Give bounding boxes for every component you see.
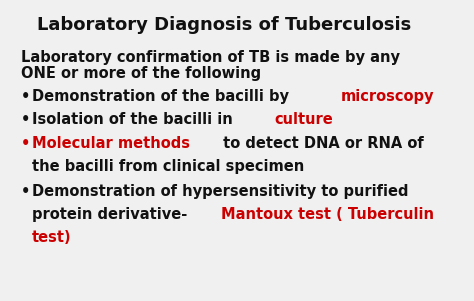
- Text: Laboratory Diagnosis of Tuberculosis: Laboratory Diagnosis of Tuberculosis: [37, 16, 411, 34]
- Text: •: •: [20, 89, 30, 104]
- Text: culture: culture: [274, 113, 333, 127]
- Text: Laboratory confirmation of TB is made by any: Laboratory confirmation of TB is made by…: [20, 50, 400, 64]
- Text: protein derivative-: protein derivative-: [32, 207, 192, 222]
- Text: Mantoux test ( Tuberculin: Mantoux test ( Tuberculin: [220, 207, 434, 222]
- Text: •: •: [20, 136, 30, 151]
- Text: Molecular methods: Molecular methods: [32, 136, 190, 151]
- Text: to detect DNA or RNA of: to detect DNA or RNA of: [218, 136, 423, 151]
- Text: microscopy: microscopy: [340, 89, 434, 104]
- Text: the bacilli from clinical specimen: the bacilli from clinical specimen: [32, 159, 304, 174]
- Text: •: •: [20, 184, 30, 199]
- Text: •: •: [20, 113, 30, 127]
- Text: Isolation of the bacilli in: Isolation of the bacilli in: [32, 113, 237, 127]
- Text: Demonstration of hypersensitivity to purified: Demonstration of hypersensitivity to pur…: [32, 184, 408, 199]
- Text: ONE or more of the following: ONE or more of the following: [20, 66, 261, 81]
- Text: test): test): [32, 230, 71, 245]
- Text: Demonstration of the bacilli by: Demonstration of the bacilli by: [32, 89, 294, 104]
